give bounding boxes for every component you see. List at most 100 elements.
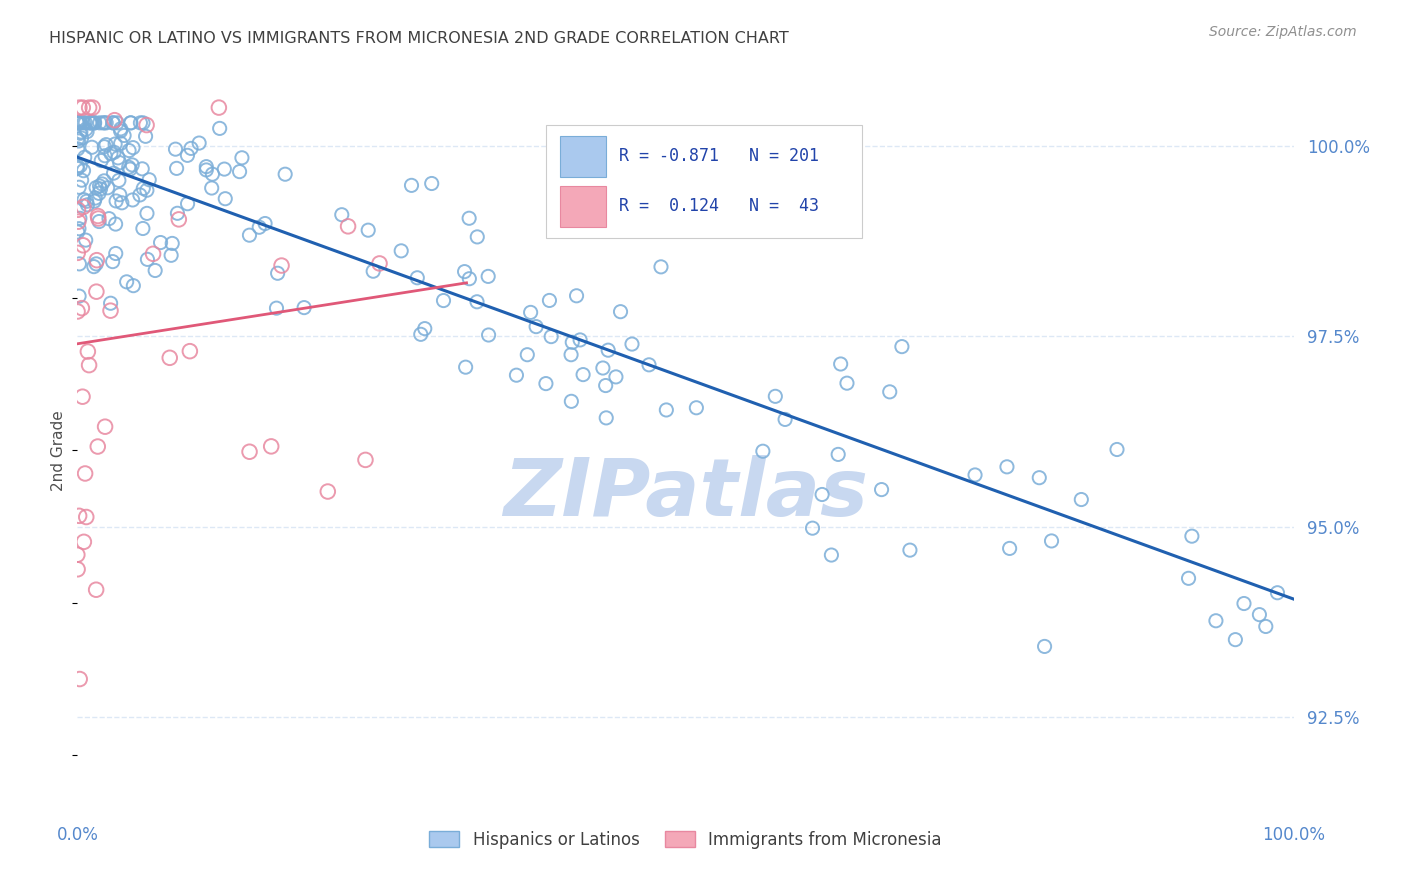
Point	[458, 271, 481, 285]
Point	[1181, 529, 1204, 543]
Point	[83, 260, 105, 274]
Point	[66, 225, 89, 239]
Point	[129, 116, 152, 130]
Point	[87, 186, 110, 201]
Point	[247, 220, 270, 235]
Point	[80, 140, 103, 154]
Point	[998, 541, 1021, 556]
Point	[104, 113, 127, 128]
Point	[1267, 586, 1289, 600]
Point	[801, 521, 824, 535]
Point	[83, 116, 105, 130]
Point	[94, 137, 117, 152]
Point	[120, 116, 142, 130]
Point	[260, 439, 283, 453]
Point	[75, 116, 97, 130]
Point	[73, 150, 96, 164]
Point	[66, 245, 89, 260]
Point	[136, 206, 159, 220]
Point	[86, 285, 108, 299]
Point	[132, 116, 155, 130]
Point	[128, 188, 150, 202]
Point	[89, 116, 111, 130]
Point	[773, 412, 796, 426]
Point	[108, 155, 131, 169]
Point	[72, 390, 94, 404]
Point	[180, 141, 202, 155]
Point	[67, 289, 90, 303]
Point	[67, 180, 90, 194]
Point	[72, 238, 94, 252]
Point	[91, 116, 114, 130]
Point	[898, 543, 921, 558]
Point	[389, 244, 412, 258]
Point	[104, 136, 127, 151]
Bar	[560, 186, 606, 227]
Point	[1254, 619, 1277, 633]
Point	[650, 260, 672, 274]
Point	[101, 254, 124, 268]
Point	[337, 219, 360, 234]
Bar	[560, 136, 606, 178]
Point	[266, 301, 288, 315]
Point	[214, 162, 236, 177]
Point	[406, 270, 429, 285]
Point	[89, 179, 111, 194]
Point	[89, 214, 111, 228]
Point	[104, 246, 127, 260]
Point	[138, 173, 160, 187]
Point	[354, 453, 377, 467]
Point	[70, 301, 93, 315]
Point	[69, 101, 91, 115]
Point	[454, 360, 477, 375]
Point	[91, 177, 114, 191]
Text: Source: ZipAtlas.com: Source: ZipAtlas.com	[1209, 25, 1357, 39]
Point	[1225, 632, 1247, 647]
Point	[179, 344, 201, 359]
Point	[100, 296, 122, 310]
Point	[89, 182, 111, 196]
Point	[655, 403, 678, 417]
Point	[94, 149, 117, 163]
Point	[477, 269, 499, 284]
Point	[1028, 471, 1050, 485]
Point	[1249, 607, 1271, 622]
Point	[97, 181, 120, 195]
Point	[176, 196, 198, 211]
Point	[368, 256, 391, 270]
Point	[108, 173, 131, 187]
Point	[75, 233, 97, 247]
Point	[72, 116, 94, 130]
Point	[66, 132, 89, 146]
Point	[108, 187, 131, 202]
Point	[87, 440, 110, 454]
Point	[135, 129, 157, 144]
Point	[66, 116, 89, 130]
Point	[963, 467, 986, 482]
Point	[820, 548, 842, 562]
Point	[84, 191, 107, 205]
Text: R =  0.124   N =  43: R = 0.124 N = 43	[619, 197, 818, 215]
Point	[96, 116, 118, 130]
Point	[118, 161, 141, 175]
Point	[432, 293, 454, 308]
Point	[66, 548, 89, 562]
Point	[103, 145, 125, 160]
Point	[357, 223, 380, 237]
Text: ZIPatlas: ZIPatlas	[503, 455, 868, 533]
Point	[75, 122, 97, 136]
Point	[120, 116, 142, 130]
Point	[84, 180, 107, 194]
Point	[67, 508, 90, 523]
Point	[1233, 597, 1256, 611]
Point	[93, 116, 115, 130]
Point	[605, 370, 627, 384]
Point	[592, 361, 614, 376]
FancyBboxPatch shape	[546, 125, 862, 238]
Point	[478, 328, 501, 343]
Point	[166, 161, 188, 176]
Point	[83, 116, 105, 130]
Point	[66, 116, 89, 130]
Point	[105, 194, 128, 208]
Point	[143, 263, 166, 277]
